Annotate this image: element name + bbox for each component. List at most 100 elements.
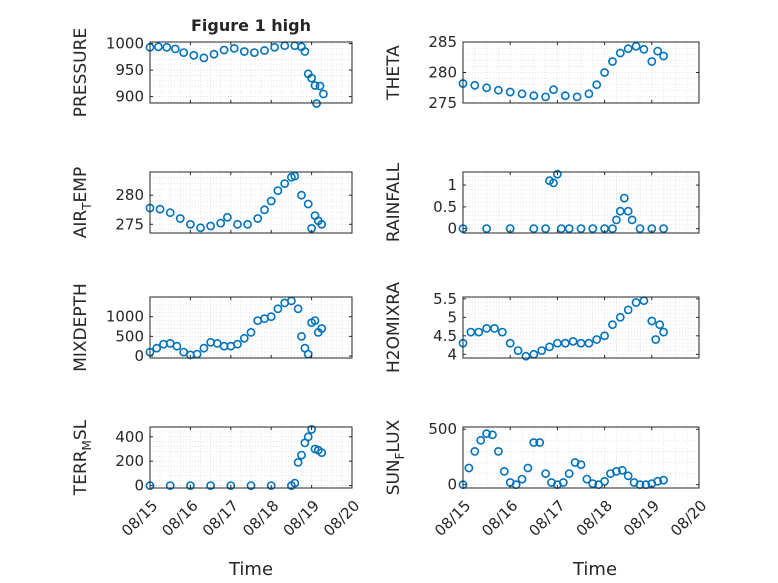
- y-tick-label: 280: [428, 64, 457, 82]
- data-point: [303, 432, 313, 442]
- data-point: [189, 50, 199, 60]
- data-point: [310, 316, 320, 325]
- axes-box: [149, 296, 353, 359]
- data-point: [243, 219, 252, 229]
- data-point: [631, 41, 641, 51]
- data-point: [185, 219, 195, 229]
- data-point: [627, 215, 637, 225]
- data-point: [307, 73, 316, 83]
- data-point: [216, 218, 226, 228]
- data-point: [655, 320, 665, 330]
- y-axis-label: AIRTEMP: [71, 167, 94, 238]
- axes-box: [149, 41, 353, 104]
- data-point: [219, 45, 229, 55]
- data-point: [505, 87, 515, 97]
- y-axis-label: PRESSURE: [71, 28, 91, 117]
- data-point: [488, 430, 497, 440]
- data-point: [300, 47, 310, 56]
- y-tick-label: 5: [447, 308, 457, 326]
- data-point: [152, 343, 162, 353]
- data-point: [297, 331, 306, 341]
- data-point: [233, 339, 242, 349]
- data-point: [270, 42, 279, 52]
- data-point: [317, 448, 327, 457]
- data-point: [470, 80, 480, 90]
- data-point: [659, 224, 668, 233]
- data-point: [588, 479, 598, 488]
- pressure-panel: 900 950 1000 PRESSURE: [71, 28, 353, 117]
- data-point: [529, 224, 539, 233]
- axes-box: [462, 426, 700, 489]
- data-point: [564, 469, 574, 478]
- data-point: [535, 438, 545, 447]
- data-point: [209, 49, 219, 59]
- data-point: [206, 481, 215, 490]
- data-point: [280, 179, 290, 188]
- data-point: [623, 206, 633, 216]
- data-point: [572, 92, 582, 102]
- data-point: [246, 327, 256, 337]
- y-tick-label: 0: [447, 220, 457, 238]
- data-point: [222, 212, 232, 222]
- data-point: [608, 57, 617, 66]
- data-point: [549, 85, 558, 94]
- data-point: [196, 223, 205, 233]
- data-point: [541, 224, 550, 233]
- data-point: [558, 478, 568, 487]
- data-point: [172, 341, 182, 351]
- y-tick-label: 1: [447, 176, 457, 194]
- data-point: [549, 178, 558, 188]
- data-point: [290, 478, 300, 488]
- data-point: [199, 343, 209, 353]
- data-point: [253, 214, 263, 223]
- data-point: [600, 68, 609, 77]
- data-point: [568, 336, 578, 346]
- data-point: [517, 89, 527, 99]
- axes-box: [149, 426, 353, 489]
- data-point: [482, 83, 491, 93]
- data-point: [653, 476, 663, 486]
- data-point: [239, 47, 249, 56]
- data-point: [315, 81, 325, 91]
- h2omixra-panel: 44.555.5 H2OMIXRA: [384, 282, 700, 373]
- data-point: [647, 57, 657, 66]
- y-tick-label: 200: [115, 452, 144, 470]
- data-point: [170, 44, 180, 54]
- data-point: [476, 435, 486, 445]
- data-point: [659, 327, 668, 337]
- data-point: [464, 463, 474, 473]
- data-point: [229, 44, 239, 53]
- y-tick-label: 0.5: [433, 198, 457, 216]
- data-point: [233, 219, 242, 229]
- data-point: [482, 429, 491, 439]
- y-tick-label: 4.5: [433, 327, 457, 345]
- theta-panel: 275 280 285 THETA: [384, 33, 700, 112]
- data-point: [612, 215, 621, 225]
- data-point: [517, 474, 527, 484]
- air-temp-panel: 275 280 AIRTEMP: [71, 167, 353, 238]
- data-point: [623, 305, 633, 315]
- data-point: [293, 304, 303, 314]
- data-point: [523, 463, 533, 473]
- data-point: [545, 342, 554, 352]
- data-point: [273, 186, 283, 195]
- data-point: [617, 465, 627, 475]
- data-point: [493, 446, 503, 456]
- data-point: [541, 92, 550, 102]
- data-point: [521, 351, 531, 361]
- data-point: [260, 46, 269, 55]
- data-point: [310, 81, 320, 90]
- y-tick-label: 1000: [106, 308, 144, 326]
- data-point: [199, 53, 209, 63]
- data-point: [529, 91, 539, 101]
- data-point: [659, 475, 668, 485]
- data-point: [608, 224, 617, 233]
- data-point: [560, 91, 570, 101]
- y-axis-label: H2OMIXRA: [384, 282, 404, 373]
- data-point: [490, 323, 499, 333]
- data-point: [600, 331, 609, 341]
- data-point: [317, 324, 327, 333]
- data-point: [582, 474, 592, 484]
- data-point: [307, 424, 316, 434]
- data-point: [553, 169, 562, 179]
